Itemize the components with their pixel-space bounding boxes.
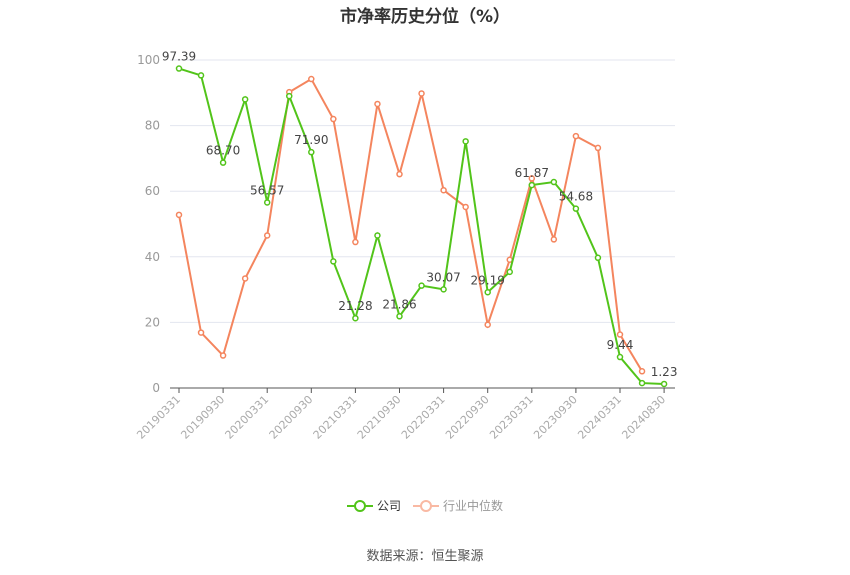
data-point[interactable] xyxy=(175,211,183,219)
x-tick-label: 20200930 xyxy=(267,393,316,442)
y-tick-label: 100 xyxy=(137,53,160,67)
x-tick-label: 20230930 xyxy=(531,393,580,442)
x-tick-label: 20190331 xyxy=(134,393,183,442)
data-source: 数据来源：恒生聚源 xyxy=(366,549,484,564)
x-tick-label: 20220331 xyxy=(399,393,448,442)
legend-item-industry[interactable]: 行业中位数 xyxy=(413,497,503,514)
data-label: 71.90 xyxy=(294,133,328,147)
legend-item-company[interactable]: 公司 xyxy=(346,497,401,514)
chart-title: 市净率历史分位（%） xyxy=(339,7,511,27)
industry-series-line xyxy=(178,77,643,372)
data-point[interactable] xyxy=(396,313,403,320)
data-label: 97.39 xyxy=(162,50,196,64)
data-label: 21.86 xyxy=(382,297,416,311)
data-label: 29.19 xyxy=(471,273,505,287)
x-tick-label: 20200331 xyxy=(223,393,272,442)
data-label: 54.68 xyxy=(559,190,593,204)
data-point[interactable] xyxy=(352,314,359,322)
data-point[interactable] xyxy=(594,254,602,262)
y-tick-label: 80 xyxy=(145,119,160,133)
y-tick-label: 20 xyxy=(145,315,160,329)
data-point[interactable] xyxy=(528,175,536,182)
data-point[interactable] xyxy=(440,286,447,293)
data-point[interactable] xyxy=(484,289,491,296)
data-point[interactable] xyxy=(616,331,624,338)
data-point[interactable] xyxy=(197,72,205,79)
data-point[interactable] xyxy=(462,203,469,211)
data-label: 61.87 xyxy=(515,166,549,180)
x-tick-label: 20210331 xyxy=(311,393,360,442)
data-point[interactable] xyxy=(197,329,205,336)
legend-industry-label: 行业中位数 xyxy=(443,499,504,513)
data-point[interactable] xyxy=(594,144,602,152)
legend-company-icon xyxy=(346,499,373,512)
data-point[interactable] xyxy=(660,380,668,388)
data-point[interactable] xyxy=(638,379,646,387)
data-point[interactable] xyxy=(374,232,381,239)
x-tick-label: 20230331 xyxy=(487,393,536,442)
data-label: 1.23 xyxy=(651,365,678,379)
company-series-line xyxy=(178,67,665,385)
data-point[interactable] xyxy=(374,100,381,108)
data-label: 21.28 xyxy=(338,299,372,313)
data-point[interactable] xyxy=(219,159,227,166)
data-point[interactable] xyxy=(330,115,337,123)
data-point[interactable] xyxy=(396,170,403,178)
data-point[interactable] xyxy=(506,268,513,276)
data-point[interactable] xyxy=(550,236,558,243)
data-point[interactable] xyxy=(418,90,425,97)
y-tick-label: 40 xyxy=(145,250,160,264)
data-point[interactable] xyxy=(462,138,469,145)
legend: 公司 行业中位数 xyxy=(0,497,850,514)
data-point[interactable] xyxy=(550,178,558,186)
x-tick-label: 20240830 xyxy=(619,393,668,442)
data-point[interactable] xyxy=(638,368,646,375)
data-point[interactable] xyxy=(352,238,359,246)
data-point[interactable] xyxy=(418,282,425,289)
data-label: 56.57 xyxy=(250,183,284,197)
x-tick-label: 20210930 xyxy=(355,393,404,442)
data-point[interactable] xyxy=(219,352,227,359)
data-point[interactable] xyxy=(308,75,315,83)
x-tick-label: 20190930 xyxy=(178,393,227,442)
legend-company-label: 公司 xyxy=(376,499,401,513)
x-tick-label: 20220930 xyxy=(443,393,492,442)
data-point[interactable] xyxy=(572,205,580,212)
data-point[interactable] xyxy=(175,65,183,72)
data-label: 30.07 xyxy=(426,270,460,284)
data-point[interactable] xyxy=(330,258,337,265)
data-point[interactable] xyxy=(440,186,447,194)
data-point[interactable] xyxy=(616,353,624,361)
data-point[interactable] xyxy=(528,181,536,189)
data-point[interactable] xyxy=(241,275,249,282)
data-label: 9.44 xyxy=(607,338,634,352)
legend-industry-icon xyxy=(413,499,439,512)
data-point[interactable] xyxy=(263,199,271,206)
data-point[interactable] xyxy=(286,92,293,100)
x-tick-label: 20240331 xyxy=(575,393,624,442)
y-tick-label: 60 xyxy=(145,184,160,198)
data-point[interactable] xyxy=(308,148,315,156)
data-label: 68.70 xyxy=(206,144,240,158)
data-point[interactable] xyxy=(572,132,580,140)
data-point[interactable] xyxy=(241,96,249,103)
data-point[interactable] xyxy=(263,232,271,239)
data-point[interactable] xyxy=(484,321,491,328)
y-tick-label: 0 xyxy=(152,381,160,395)
